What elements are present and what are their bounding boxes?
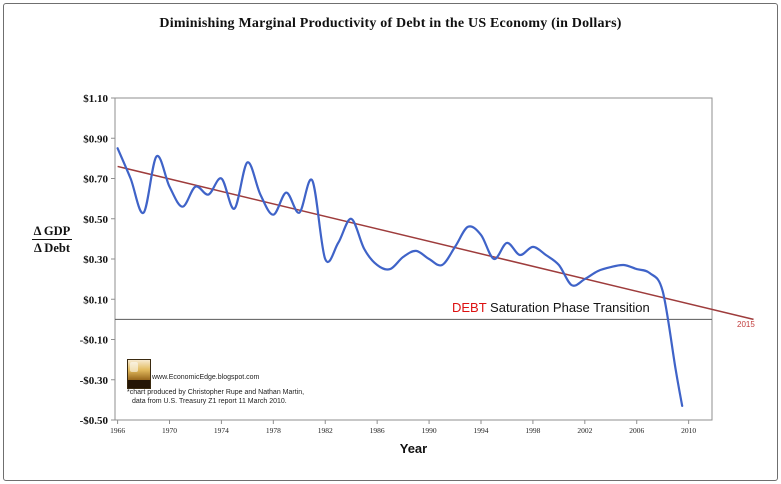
plot-frame <box>114 97 713 421</box>
chart-title: Diminishing Marginal Productivity of Deb… <box>159 16 622 31</box>
y-tick-label: $0.30 <box>83 254 108 266</box>
footer-credit-line1: *chart produced by Christopher Rupe and … <box>127 389 305 396</box>
y-tick-label: $0.10 <box>83 294 108 306</box>
x-tick-label: 1986 <box>370 426 385 435</box>
y-axis-numerator: Δ GDP <box>31 224 73 240</box>
x-tick-label: 1970 <box>162 426 177 435</box>
x-tick-label: 1982 <box>318 426 333 435</box>
trend-end-year-label: 2015 <box>737 320 755 329</box>
y-tick-label: $0.90 <box>83 133 108 145</box>
x-tick-label: 1998 <box>525 426 540 435</box>
gdp-debt-line <box>116 147 684 407</box>
y-tick-label: -$0.10 <box>80 335 109 347</box>
x-tick-label: 1978 <box>266 426 281 435</box>
debt-word: DEBT <box>452 300 487 315</box>
y-tick-label: $1.10 <box>83 93 108 105</box>
logo-band <box>128 380 150 388</box>
x-tick-label: 2006 <box>629 426 644 435</box>
y-tick-label: -$0.50 <box>80 415 109 427</box>
economic-edge-logo <box>127 359 151 389</box>
footer-site-url: www.EconomicEdge.blogspot.com <box>152 374 260 381</box>
footer-credit-line2: data from U.S. Treasury Z1 report 11 Mar… <box>132 398 287 405</box>
x-tick-label: 1990 <box>422 426 437 435</box>
x-tick-label: 2002 <box>577 426 592 435</box>
y-axis-denominator: Δ Debt <box>34 241 70 255</box>
x-tick-label: 2010 <box>681 426 696 435</box>
debt-saturation-annotation: DEBT Saturation Phase Transition <box>452 300 650 315</box>
y-axis-fraction-label: Δ GDP Δ Debt <box>22 224 82 255</box>
saturation-text: Saturation Phase Transition <box>486 300 650 315</box>
x-axis-title: Year <box>399 441 428 456</box>
trend-line <box>117 165 754 321</box>
y-tick-label: -$0.30 <box>80 375 109 387</box>
x-tick-label: 1994 <box>473 426 488 435</box>
x-tick-label: 1966 <box>110 426 125 435</box>
y-tick-label: $0.70 <box>83 174 108 186</box>
y-tick-label: $0.50 <box>83 214 108 226</box>
x-tick-label: 1974 <box>214 426 229 435</box>
logo-highlight <box>130 362 138 372</box>
